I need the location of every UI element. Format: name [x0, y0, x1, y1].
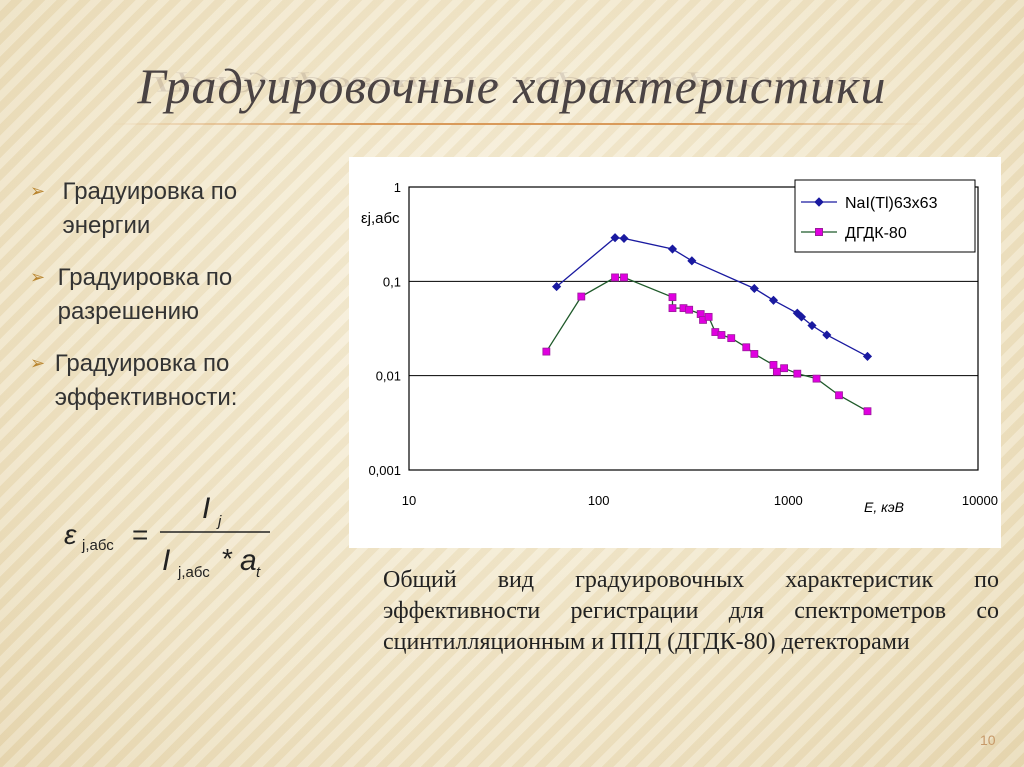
- formula-numerator: I: [202, 492, 210, 525]
- data-point: [862, 351, 873, 361]
- data-point: [796, 312, 807, 322]
- data-point: [717, 331, 726, 339]
- data-point: [552, 282, 562, 292]
- series-line: [545, 276, 868, 412]
- data-point: [610, 233, 620, 243]
- x-tick-label: 1000: [774, 493, 803, 508]
- title-underline: [110, 123, 930, 125]
- legend-marker: [815, 228, 823, 236]
- y-tick-label: 0,001: [368, 463, 401, 478]
- bullet-label: Градуировка по эффективности:: [54, 350, 238, 411]
- data-point: [727, 334, 736, 343]
- data-point: [768, 295, 779, 305]
- data-point: [668, 293, 677, 302]
- slide-title: Градуировочные характеристики: [137, 58, 887, 114]
- slide-title-reflection: Градуировочные характеристики: [151, 71, 873, 98]
- legend-marker: [814, 197, 824, 207]
- legend-box: [794, 179, 976, 253]
- data-point: [835, 391, 843, 400]
- formula-denominator-i-subscript: j,абс: [177, 564, 210, 581]
- data-point: [687, 256, 697, 266]
- formula-epsilon-subscript: j,абс: [81, 537, 114, 554]
- chevron-right-icon: ➢: [30, 353, 46, 374]
- formula-equals: =: [132, 519, 148, 550]
- bullet-item: ➢ Градуировка по эффективности:: [30, 347, 320, 415]
- data-point: [769, 361, 778, 369]
- efficiency-chart: 0,001 0,01 0,1 1 10 100 1000 10000 E, кэВ εj,абс N…: [361, 179, 998, 515]
- x-tick-label: 100: [588, 493, 610, 508]
- data-point: [749, 283, 759, 294]
- series-line: [556, 237, 868, 357]
- data-point: [668, 304, 677, 313]
- data-point: [780, 364, 789, 373]
- bullet-item: ➢ Градуировка по энергии: [30, 175, 320, 243]
- formula-denominator-a: a: [240, 544, 257, 577]
- legend-label: NaI(Tl)63x63: [845, 195, 938, 212]
- data-point: [750, 350, 759, 358]
- legend-label: ДГДК-80: [845, 225, 907, 242]
- data-point: [542, 347, 551, 356]
- data-point: [807, 320, 817, 331]
- data-point: [704, 312, 713, 321]
- formula-denominator-a-subscript: t: [256, 564, 261, 581]
- x-tick-label: 10: [402, 493, 416, 508]
- title-container: Градуировочные характеристики: [0, 56, 1024, 116]
- y-tick-label: 1: [394, 180, 401, 195]
- formula-numerator-subscript: j: [216, 513, 222, 530]
- data-point: [611, 273, 619, 282]
- data-point: [863, 407, 872, 416]
- formula-denominator-i: I: [162, 544, 170, 577]
- data-point: [742, 343, 751, 352]
- formula-star: *: [222, 543, 233, 574]
- data-point: [685, 305, 694, 314]
- data-point: [619, 233, 629, 243]
- x-tick-label: 10000: [962, 493, 998, 508]
- bullet-label: Градуировка по энергии: [62, 178, 238, 239]
- x-axis-label: E, кэВ: [864, 499, 904, 515]
- bullet-list: ➢ Градуировка по энергии ➢ Градуировка п…: [30, 175, 320, 433]
- y-axis-label: εj,абс: [361, 210, 400, 227]
- data-point: [577, 292, 586, 301]
- data-point: [812, 374, 821, 383]
- data-point: [772, 367, 781, 376]
- chart-caption: Общий вид градуировочных характеристик п…: [383, 567, 999, 655]
- data-point: [822, 330, 832, 340]
- page-number: 10: [980, 732, 996, 748]
- chart-panel: 0,001 0,01 0,1 1 10 100 1000 10000 E, кэВ εj,абс N…: [349, 157, 1001, 548]
- data-point: [667, 244, 678, 254]
- y-tick-label: 0,1: [383, 274, 401, 289]
- bullet-label: Градуировка по разрешению: [57, 264, 233, 325]
- efficiency-formula: ε j,абс = I j I j,абс * a t: [64, 492, 270, 581]
- data-point: [793, 369, 802, 378]
- bullet-item: ➢ Градуировка по разрешению: [30, 261, 320, 329]
- y-tick-label: 0,01: [376, 369, 401, 384]
- data-point: [620, 273, 628, 282]
- chevron-right-icon: ➢: [30, 181, 46, 202]
- plot-frame: [408, 186, 979, 471]
- chevron-right-icon: ➢: [30, 267, 46, 288]
- formula-epsilon: ε: [64, 519, 77, 550]
